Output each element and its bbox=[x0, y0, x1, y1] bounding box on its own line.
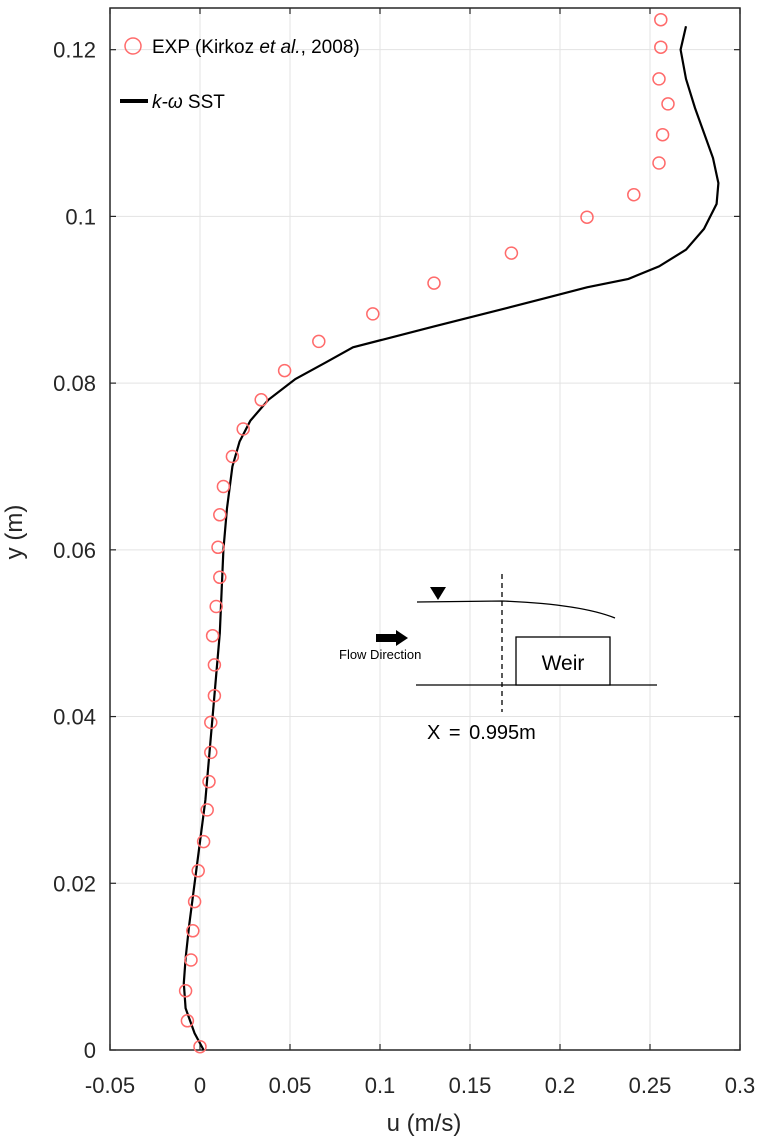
exp-data-point bbox=[187, 894, 202, 909]
exp-data-point bbox=[277, 363, 292, 378]
tick-marks bbox=[109, 8, 741, 1051]
exp-data-point bbox=[180, 1014, 195, 1028]
legend-label-exp: EXP (Kirkoz et al., 2008) bbox=[152, 37, 360, 58]
x-tick-label: 0 bbox=[194, 1073, 206, 1098]
exp-data-point bbox=[200, 803, 214, 817]
exp-data-point bbox=[216, 479, 231, 494]
series-exp-points bbox=[178, 12, 675, 1054]
exp-data-point bbox=[205, 628, 220, 643]
exp-data-point bbox=[366, 307, 380, 321]
exp-data-point bbox=[204, 745, 218, 760]
exp-data-point bbox=[178, 984, 193, 998]
exp-data-point bbox=[193, 1039, 207, 1054]
section-position-label: X = 0.995m bbox=[427, 722, 536, 744]
x-tick-label: 0.25 bbox=[629, 1073, 672, 1098]
exp-data-point bbox=[652, 72, 666, 86]
y-tick-label: 0 bbox=[84, 1038, 96, 1063]
water-surface-line bbox=[416, 600, 616, 619]
exp-data-point bbox=[580, 210, 594, 224]
exp-data-point bbox=[207, 688, 222, 703]
series-line-k-omega-sst bbox=[182, 26, 720, 1051]
exp-data-point bbox=[204, 715, 218, 730]
exp-data-point bbox=[196, 834, 211, 849]
x-tick-label: 0.15 bbox=[449, 1073, 492, 1098]
weir-schematic-inset: Weir Flow Direction X = 0.995m bbox=[339, 574, 657, 744]
exp-data-point bbox=[504, 246, 519, 260]
legend-label-sst: k-ω SST bbox=[152, 92, 225, 113]
x-axis-label: u (m/s) bbox=[387, 1110, 462, 1137]
y-tick-label: 0.02 bbox=[53, 871, 96, 896]
y-tick-label: 0.04 bbox=[53, 705, 96, 730]
exp-data-point bbox=[655, 127, 670, 142]
legend-marker-exp bbox=[124, 37, 142, 55]
exp-data-point bbox=[627, 187, 641, 202]
y-axis-label: y (m) bbox=[1, 505, 28, 560]
y-tick-labels: 0 0.02 0.04 0.06 0.08 0.1 0.12 bbox=[53, 38, 96, 1063]
x-tick-label: 0.2 bbox=[545, 1073, 576, 1098]
grid bbox=[109, 8, 741, 1051]
exp-data-point bbox=[254, 393, 268, 407]
x-tick-label: 0.05 bbox=[269, 1073, 312, 1098]
plot-area bbox=[109, 7, 741, 1051]
exp-data-point bbox=[207, 658, 222, 672]
exp-data-point bbox=[661, 97, 675, 111]
y-tick-label: 0.1 bbox=[65, 204, 96, 229]
exp-data-point bbox=[184, 953, 198, 967]
y-tick-label: 0.06 bbox=[53, 538, 96, 563]
exp-data-point bbox=[427, 276, 441, 290]
exp-data-point bbox=[213, 570, 227, 585]
legend: EXP (Kirkoz et al., 2008) k-ω SST bbox=[120, 37, 360, 113]
x-tick-label: 0.1 bbox=[365, 1073, 396, 1098]
x-tick-label: 0.3 bbox=[725, 1073, 756, 1098]
y-tick-label: 0.12 bbox=[53, 38, 96, 63]
exp-data-point bbox=[225, 449, 240, 464]
flow-arrow-icon bbox=[376, 630, 408, 646]
x-tick-labels: -0.05 0 0.05 0.1 0.15 0.2 0.25 0.3 bbox=[85, 1073, 755, 1098]
y-tick-label: 0.08 bbox=[53, 371, 96, 396]
exp-data-point bbox=[202, 774, 216, 789]
x-tick-label: -0.05 bbox=[85, 1073, 135, 1098]
exp-data-point bbox=[654, 12, 668, 27]
exp-data-point bbox=[213, 508, 227, 522]
weir-block bbox=[515, 636, 611, 686]
exp-data-point bbox=[652, 156, 666, 170]
exp-data-point bbox=[211, 540, 225, 555]
exp-data-point bbox=[312, 334, 326, 349]
water-level-triangle-icon bbox=[430, 587, 446, 600]
exp-data-point bbox=[191, 864, 205, 878]
exp-data-point bbox=[654, 40, 668, 54]
weir-label: Weir bbox=[542, 652, 585, 675]
flow-direction-label: Flow Direction bbox=[339, 647, 421, 662]
exp-data-point bbox=[209, 599, 223, 614]
exp-data-point bbox=[186, 924, 200, 938]
exp-data-point bbox=[236, 422, 250, 436]
